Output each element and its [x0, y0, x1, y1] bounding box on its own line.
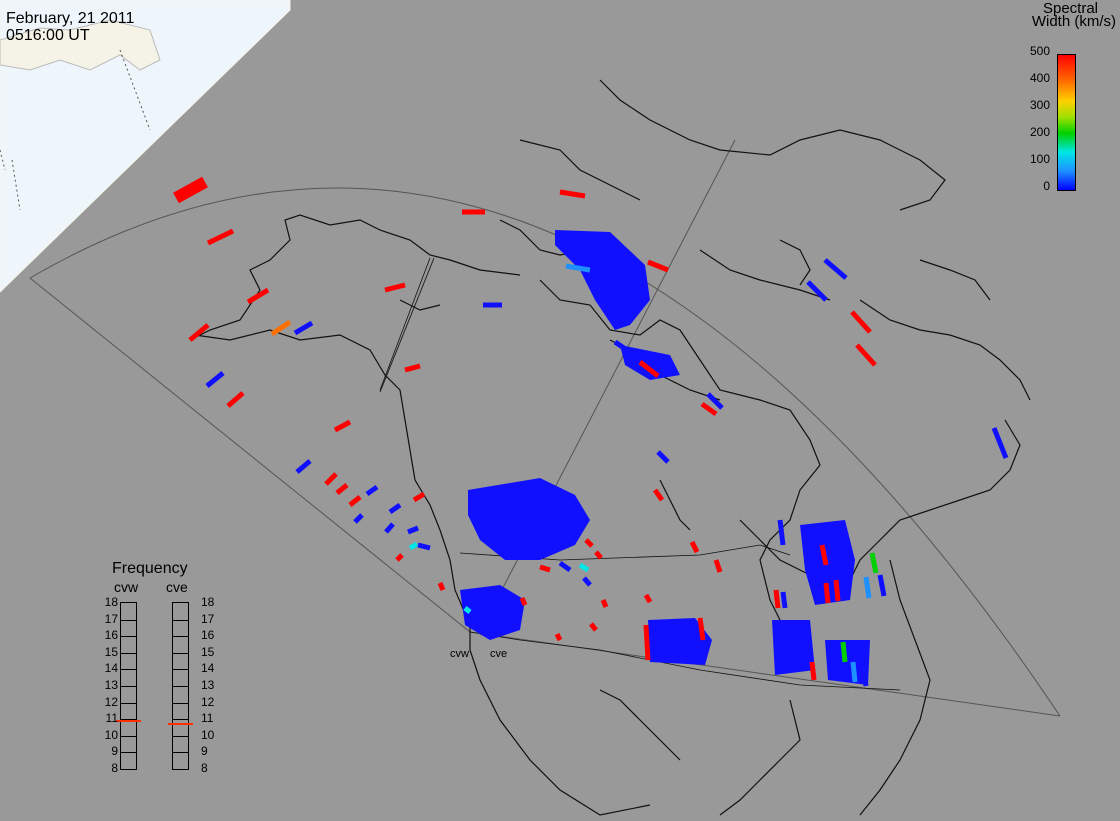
site-label-cve: cve: [490, 648, 508, 660]
frequency-scale-cve: [172, 602, 189, 770]
frequency-radar-name: cvw: [114, 579, 139, 595]
frequency-scale-label: 16: [201, 628, 215, 643]
frequency-scale-label: 9: [111, 744, 118, 759]
frequency-scale-label: 16: [104, 628, 118, 643]
colorbar-tick: 300: [1029, 98, 1050, 112]
frequency-scale-label: 12: [201, 694, 215, 709]
frequency-scale-cell: [121, 735, 136, 737]
colorbar-tick: 200: [1029, 125, 1050, 139]
frequency-scale-label: 14: [104, 661, 118, 676]
frequency-scale-label: 8: [201, 761, 208, 775]
frequency-scale-label: 18: [201, 595, 215, 609]
frequency-scale-cvw: [120, 602, 137, 770]
colorbar-title-line1: Spectral: [1042, 0, 1098, 17]
frequency-scale-cell: [121, 702, 136, 704]
frequency-marker: [116, 719, 141, 722]
frequency-title: Frequency: [112, 560, 188, 577]
frequency-scale-cell: [173, 619, 188, 621]
date-label: February, 21 2011: [6, 10, 135, 27]
frequency-scale-label: 10: [201, 727, 215, 742]
time-label: 0516:00 UT: [6, 27, 90, 44]
frequency-scale-cell: [121, 669, 136, 671]
colorbar-title-line2: Width (km/s): [1031, 13, 1116, 30]
colorbar-tick: 0: [1043, 179, 1050, 193]
frequency-scale-cell: [121, 636, 136, 638]
frequency-scale-cell: [121, 719, 136, 721]
frequency-scale-cell: [173, 702, 188, 704]
frequency-scale-cell: [121, 619, 136, 621]
frequency-scale-cell: [173, 652, 188, 654]
colorbar-tick: 100: [1029, 152, 1050, 166]
site-label-cvw: cvw: [450, 648, 469, 660]
frequency-scale-label: 15: [201, 644, 215, 659]
frequency-scale-label: 17: [201, 611, 215, 626]
frequency-scale-label: 11: [105, 711, 118, 726]
frequency-scale-label: 8: [111, 761, 118, 775]
frequency-scale-label: 12: [104, 694, 118, 709]
colorbar-tick: 400: [1029, 71, 1050, 85]
ocean-region: [0, 0, 290, 292]
frequency-marker: [168, 723, 193, 726]
frequency-scale-cell: [173, 752, 188, 754]
frequency-scale-cell: [121, 752, 136, 754]
frequency-scale-label: 11: [201, 711, 214, 726]
frequency-scale-cell: [173, 686, 188, 687]
spectral-width-colorbar: [1057, 54, 1076, 191]
frequency-scale-cell: [173, 636, 188, 638]
backscatter-blue: [460, 230, 870, 685]
backscatter-cells: [173, 176, 1009, 687]
frequency-scale-label: 18: [104, 595, 118, 609]
greenland-day-landmass: [0, 19, 161, 71]
frequency-scale-label: 17: [104, 611, 118, 626]
frequency-scale-cell: [173, 719, 188, 721]
frequency-scale-label: 15: [104, 644, 118, 659]
colorbar-tick: 500: [1029, 44, 1050, 58]
frequency-scale-label: 9: [201, 744, 208, 759]
frequency-scale-cell: [173, 669, 188, 671]
frequency-scale-label: 14: [201, 661, 215, 676]
frequency-scale-cell: [121, 686, 136, 687]
frequency-scale-cell: [173, 735, 188, 737]
frequency-scale-cell: [121, 652, 136, 654]
frequency-radar-name: cve: [166, 579, 188, 595]
frequency-scale-label: 10: [104, 727, 118, 742]
frequency-scale-label: 13: [104, 678, 118, 692]
frequency-scale-label: 13: [201, 678, 215, 692]
